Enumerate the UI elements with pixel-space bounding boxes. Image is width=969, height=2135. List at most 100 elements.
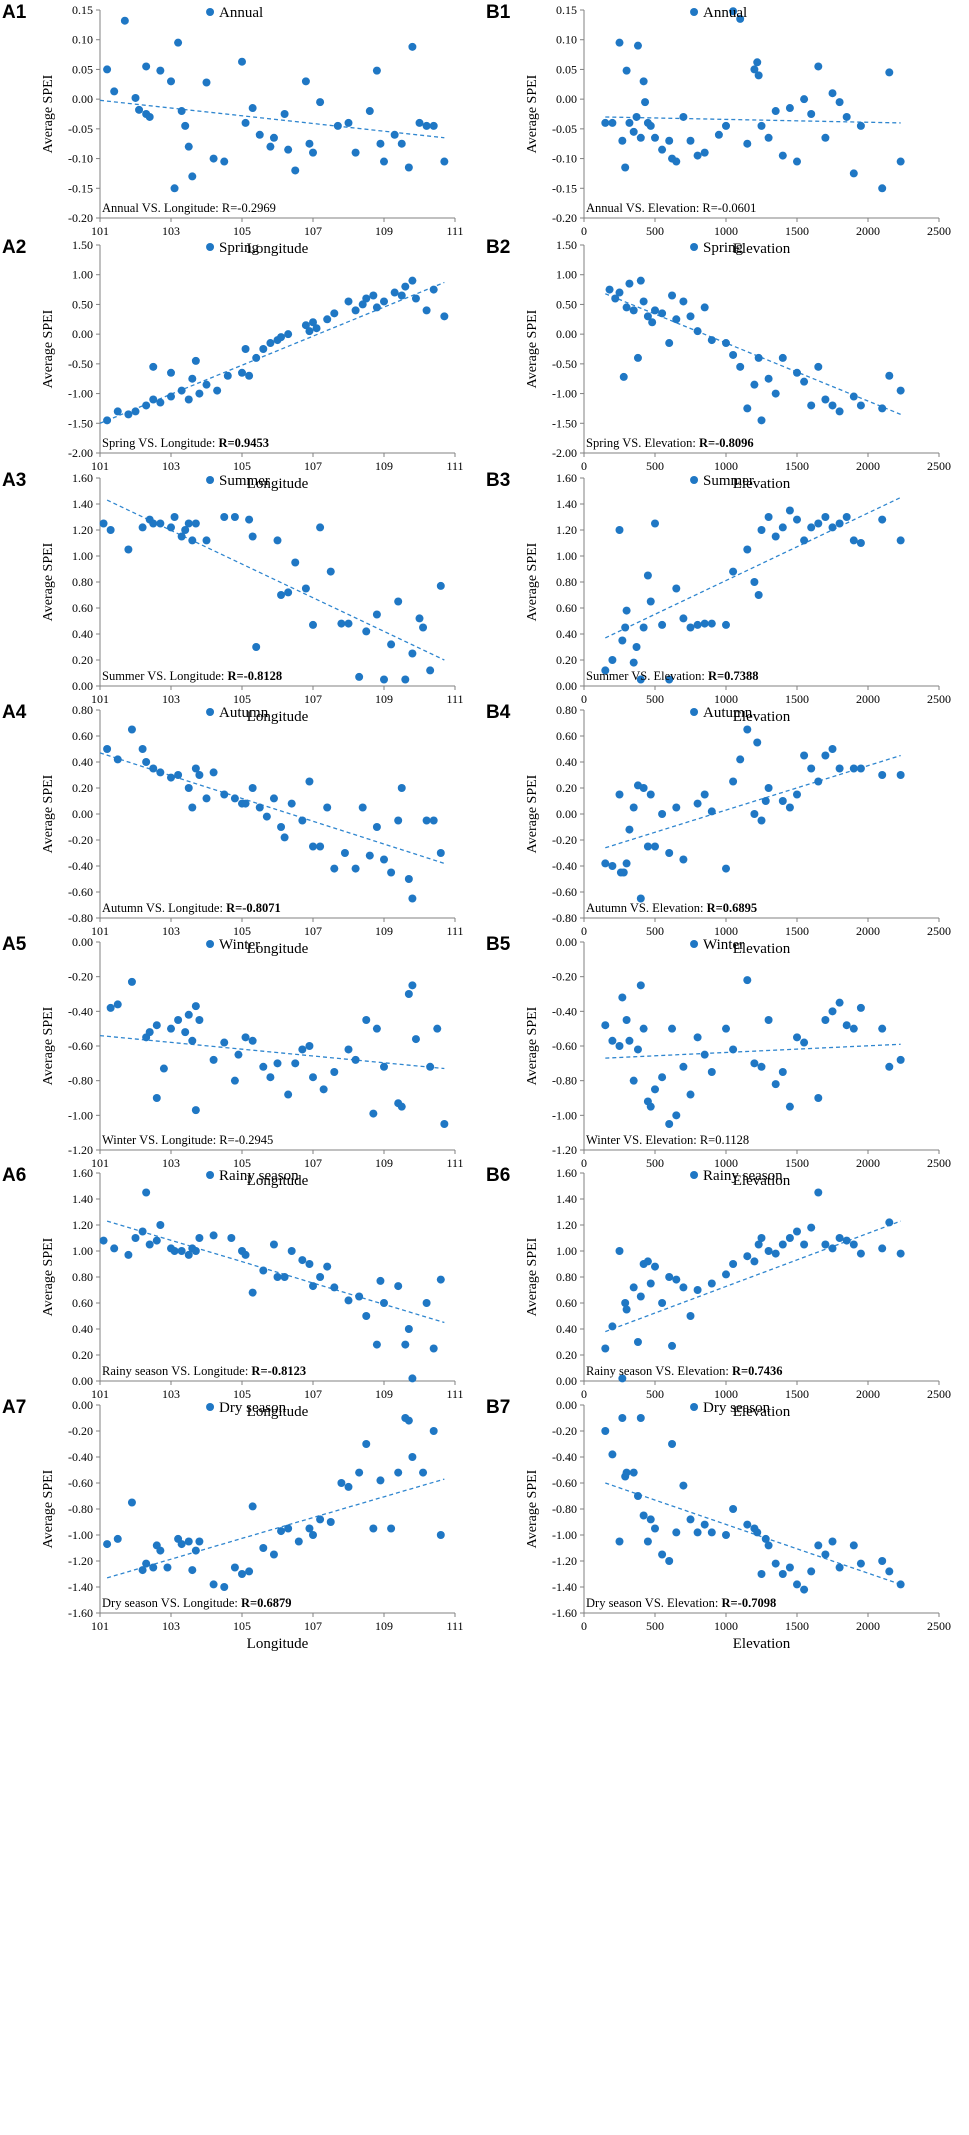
a5-data-point (127, 977, 136, 986)
b6-annotation-r: R=0.7436 (732, 1364, 783, 1378)
b1-data-point (639, 77, 648, 86)
b5-x-tick-label: 2000 (856, 1156, 880, 1170)
a6-y-tick-label: 0.40 (72, 1322, 93, 1336)
a1-data-point (255, 130, 264, 139)
b1-data-point (754, 71, 763, 80)
a5-annotation: Winter VS. Longitude: R=-0.2945 (102, 1133, 273, 1147)
a3-data-point (191, 519, 200, 528)
b4-data-point (639, 784, 648, 792)
b7-data-point (622, 1468, 631, 1477)
b2-data-point (754, 353, 763, 362)
b6-y-tick-label: 0.20 (556, 1348, 577, 1362)
b2-data-point (651, 306, 659, 315)
a5-data-point (319, 1085, 328, 1094)
a1-data-point (376, 139, 385, 148)
b3-data-point (878, 515, 887, 524)
a3-y-tick-label: 0.00 (72, 679, 93, 693)
a2-y-tick-label: 0.50 (72, 297, 93, 311)
a5-data-point (234, 1050, 243, 1059)
b4-data-point (636, 894, 645, 903)
a5-x-tick-label: 107 (304, 1156, 322, 1170)
b1-data-point (679, 112, 688, 121)
a7-legend-label: Dry season (219, 1400, 287, 1416)
b4-data-point (665, 849, 674, 857)
b1-data-point (700, 148, 709, 157)
b5-data-point (896, 1055, 905, 1064)
b7-data-point (764, 1541, 773, 1550)
a7-data-point (376, 1476, 385, 1485)
a1-y-tick-label: 0.15 (72, 3, 93, 17)
a3-trend-line (106, 499, 445, 661)
a7-data-point (326, 1518, 335, 1526)
b1-x-tick-label: 1000 (714, 224, 738, 238)
b3-data-point (643, 571, 652, 580)
a4-y-tick-label: -0.40 (68, 859, 93, 873)
a2-data-point (330, 309, 339, 318)
b5-data-point (878, 1024, 887, 1033)
a2-data-point (301, 321, 310, 330)
a4-data-point (365, 851, 374, 860)
a2-data-point (238, 368, 246, 377)
a3-data-point (230, 513, 239, 521)
a5-y-tick-label: -0.40 (68, 1004, 93, 1018)
a2-y-tick-label: -2.00 (68, 446, 93, 460)
b7-y-tick-label: -0.20 (552, 1424, 577, 1438)
b1-data-point (621, 163, 630, 172)
b5-data-point (658, 1073, 667, 1082)
a2-legend-marker (206, 243, 215, 251)
b1-y-tick-label: -0.15 (552, 181, 577, 195)
b4-y-tick-label: -0.20 (552, 833, 577, 847)
a4-data-point (305, 777, 314, 786)
b6-data-point (778, 1240, 787, 1249)
b4-y-tick-label: -0.80 (552, 911, 577, 925)
a6-data-point (355, 1292, 364, 1301)
a7-y-tick-label: -0.20 (68, 1424, 93, 1438)
b5-y-axis-title: Average SPEI (525, 1006, 540, 1085)
b7-data-point (707, 1528, 716, 1537)
a2-y-axis-title: Average SPEI (41, 309, 56, 388)
a7-data-point (238, 1570, 246, 1578)
b4-x-tick-label: 1500 (785, 924, 809, 938)
b5-data-point (693, 1033, 702, 1042)
b6-data-point (842, 1236, 851, 1245)
b2-data-point (771, 389, 780, 398)
a4-data-point (149, 764, 158, 773)
b1-x-tick-label: 2500 (927, 224, 951, 238)
a4-data-point (127, 725, 136, 734)
b7-y-tick-label: 0.00 (556, 1398, 577, 1412)
a2-data-point (167, 392, 175, 401)
b3-data-point (707, 619, 716, 628)
b2-data-point (679, 297, 688, 306)
b7-y-tick-label: -0.40 (552, 1450, 577, 1464)
a5-x-tick-label: 105 (233, 1156, 251, 1170)
b5-data-point (646, 1102, 655, 1111)
a1-data-point (284, 145, 293, 154)
b1-data-point (636, 133, 645, 142)
a7-data-point (355, 1468, 364, 1477)
a1-data-point (291, 166, 300, 175)
b1-data-point (615, 38, 624, 47)
a1-y-tick-label: 0.10 (72, 33, 93, 47)
a5-data-point (426, 1062, 435, 1071)
a3-data-point (380, 675, 388, 684)
a4-data-point (156, 768, 165, 777)
a2-data-point (305, 327, 314, 336)
a7-data-point (156, 1546, 165, 1555)
a6-panel-label: A6 (2, 1165, 26, 1186)
a4-data-point (103, 745, 112, 753)
a2-y-tick-label: 1.50 (72, 238, 93, 252)
a6-data-point (145, 1240, 154, 1249)
b6-y-tick-label: 1.60 (556, 1166, 577, 1180)
b2-data-point (665, 339, 674, 348)
a7-data-point (436, 1531, 445, 1539)
a4-data-point (380, 855, 388, 864)
b6-y-tick-label: 0.60 (556, 1296, 577, 1310)
b3-x-tick-label: 2500 (927, 692, 951, 706)
a7-data-point (195, 1537, 204, 1546)
a1-data-point (316, 98, 325, 107)
b2-data-point (800, 377, 809, 386)
a5-data-point (167, 1024, 175, 1033)
b2-y-tick-label: 1.00 (556, 268, 577, 282)
a5-data-point (174, 1016, 183, 1024)
a3-data-point (245, 515, 254, 524)
